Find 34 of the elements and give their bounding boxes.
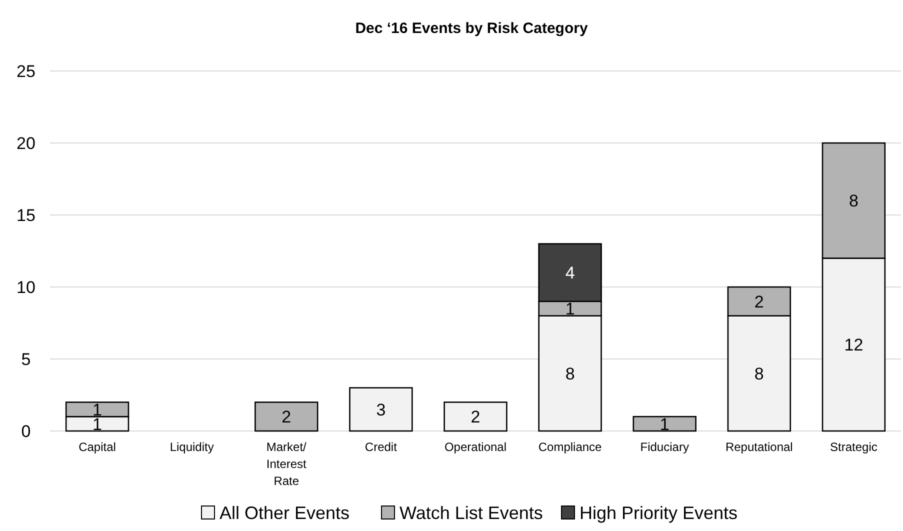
x-tick-label: Market/ Interest Rate — [266, 440, 308, 488]
legend-label: All Other Events — [220, 503, 350, 523]
data-label: 3 — [376, 400, 386, 420]
data-label: 2 — [754, 292, 764, 312]
y-tick-label: 20 — [16, 134, 36, 153]
data-label: 1 — [565, 300, 575, 319]
data-label: 12 — [844, 336, 864, 355]
data-label: 1 — [660, 414, 670, 434]
data-label: 2 — [470, 408, 480, 427]
x-tick-label: Liquidity — [170, 440, 214, 454]
data-label: 8 — [754, 364, 764, 384]
bar — [349, 387, 413, 432]
bar — [632, 416, 696, 432]
bar — [254, 402, 318, 432]
x-tick-label: Reputational — [725, 440, 793, 454]
chart-title: Dec ‘16 Events by Risk Category — [355, 20, 588, 37]
y-tick-label: 25 — [16, 62, 36, 81]
data-label: 4 — [565, 264, 575, 283]
bar — [444, 402, 508, 432]
x-tick-label: Fiduciary — [640, 440, 689, 454]
legend-label: High Priority Events — [580, 503, 738, 523]
y-tick-label: 0 — [21, 422, 31, 441]
x-tick-label: Strategic — [830, 440, 878, 454]
x-tick-label: Capital — [78, 440, 116, 454]
data-label: 8 — [848, 192, 858, 211]
y-tick-label: 15 — [16, 206, 36, 225]
x-tick-label: Compliance — [538, 440, 602, 454]
x-tick-label: Credit — [364, 440, 398, 454]
data-label: 8 — [565, 364, 575, 384]
y-tick-label: 5 — [21, 350, 31, 369]
data-label: 2 — [282, 408, 292, 427]
legend-label: Watch List Events — [400, 503, 543, 523]
x-tick-label: Operational — [444, 440, 507, 454]
y-tick-label: 10 — [16, 278, 36, 297]
